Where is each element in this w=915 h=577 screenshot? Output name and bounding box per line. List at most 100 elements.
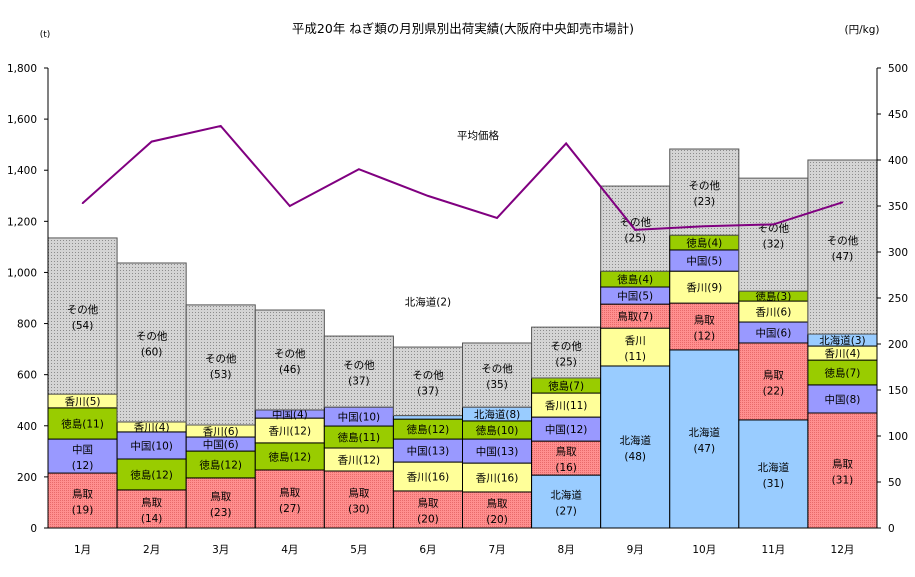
bar-segment-中国 bbox=[807, 384, 878, 414]
axes-layer: 0 200 400 600 800 1,000 1,200 1,400 1,600 1,800 0 5… bbox=[7, 63, 908, 556]
segment-label: 香川(16) bbox=[476, 473, 519, 485]
bar-segment-鳥取 bbox=[600, 303, 671, 329]
bar-stack-1: 鳥取 (19) 中国 (12) 徳島(11) 香川(5) その他 (54) bbox=[47, 237, 118, 529]
segment-pct-label: (23) bbox=[694, 196, 716, 208]
segment-label: 中国(6) bbox=[203, 438, 239, 451]
price-point bbox=[81, 202, 84, 205]
y-tick-label: 0 bbox=[30, 523, 37, 535]
segment-pct-label: (30) bbox=[348, 504, 370, 516]
y-tick-label: 1,200 bbox=[7, 216, 37, 228]
bar-segment-その他 bbox=[807, 159, 878, 335]
y2-tick-label: 100 bbox=[888, 431, 908, 443]
segment-pct-label: (12) bbox=[694, 330, 716, 342]
x-tick-label: 1月 bbox=[74, 544, 91, 556]
segment-label: 中国(13) bbox=[476, 445, 519, 458]
x-tick-label: 3月 bbox=[212, 544, 229, 556]
y-tick-label: 800 bbox=[17, 319, 37, 331]
segment-label: 中国(13) bbox=[407, 445, 450, 458]
y2-tick-label: 300 bbox=[888, 247, 908, 259]
bars-layer: 鳥取(19)中国(12)徳島(11)香川(5)その他(54)鳥取(14)徳島(1… bbox=[47, 148, 878, 529]
y-tick-label: 400 bbox=[17, 421, 37, 433]
segment-label: 鳥取 bbox=[694, 313, 715, 326]
segment-pct-label: (31) bbox=[763, 478, 785, 490]
segment-label: 北海道 bbox=[619, 434, 651, 447]
bar-stack-11: 北海道(31)鳥取(22)中国(6)香川(6)徳島(3)その他(32) bbox=[738, 177, 809, 529]
segment-pct-label: (25) bbox=[624, 233, 646, 245]
segment-pct-label: (31) bbox=[832, 475, 854, 487]
bar-stack-12: 鳥取 (31) 中国(8) 徳島(7) 香川(4)北海道(3) その他 (47) bbox=[807, 159, 878, 529]
segment-pct-label: (53) bbox=[210, 369, 232, 381]
segment-label: 鳥取(7) bbox=[617, 310, 653, 323]
segment-label: その他 bbox=[412, 368, 444, 381]
segment-label: 中国(6) bbox=[755, 327, 791, 340]
segment-label: 中国 bbox=[72, 443, 93, 456]
bar-segment-中国 bbox=[531, 416, 602, 442]
price-line-layer bbox=[81, 124, 844, 231]
y2-tick-label: 400 bbox=[888, 155, 908, 167]
segment-pct-label: (48) bbox=[624, 451, 646, 463]
segment-label: 鳥取 bbox=[763, 368, 784, 381]
y2-tick-label: 200 bbox=[888, 339, 908, 351]
segment-label: 徳島(4) bbox=[617, 273, 653, 286]
price-point bbox=[565, 142, 567, 145]
segment-label: 中国(5) bbox=[686, 255, 722, 268]
segment-label: 徳島(3) bbox=[755, 290, 791, 303]
segment-label: その他 bbox=[550, 340, 582, 353]
x-tick-label: 4月 bbox=[281, 544, 298, 556]
price-point bbox=[219, 125, 222, 127]
segment-label: 鳥取 bbox=[210, 490, 231, 503]
bar-segment-その他 bbox=[323, 335, 394, 408]
segment-pct-label: (16) bbox=[555, 462, 577, 474]
segment-label: 香川(11) bbox=[545, 400, 588, 412]
y2-tick-label: 350 bbox=[888, 201, 908, 213]
bar-segment-鳥取 bbox=[47, 472, 118, 529]
bar-segment-その他 bbox=[254, 309, 325, 411]
segment-label: その他 bbox=[689, 179, 721, 192]
price-point bbox=[427, 195, 429, 197]
segment-label: 中国(10) bbox=[338, 411, 381, 424]
segment-label: 北海道 bbox=[550, 489, 582, 502]
segment-label: 香川(9) bbox=[686, 282, 722, 294]
y2-axis-label: (円/kg) bbox=[845, 24, 880, 36]
segment-label: その他 bbox=[827, 234, 859, 247]
x-tick-label: 11月 bbox=[761, 544, 785, 556]
x-tick-label: 9月 bbox=[627, 544, 644, 556]
segment-label: 徳島(10) bbox=[476, 424, 519, 437]
bar-segment-鳥取 bbox=[738, 342, 809, 421]
segment-label: 北海道(2) bbox=[405, 296, 451, 309]
bar-segment-香川 bbox=[669, 270, 740, 304]
x-tick-label: 8月 bbox=[558, 544, 575, 556]
segment-pct-label: (23) bbox=[210, 507, 232, 519]
segment-label: 中国(8) bbox=[825, 393, 861, 406]
segment-pct-label: (27) bbox=[555, 506, 577, 518]
segment-pct-label: (37) bbox=[348, 376, 370, 388]
bar-segment-その他 bbox=[116, 262, 187, 423]
segment-label: その他 bbox=[136, 329, 168, 342]
bar-segment-その他 bbox=[738, 177, 809, 292]
price-line bbox=[81, 124, 843, 231]
segment-pct-label: (20) bbox=[486, 514, 508, 526]
segment-pct-label: (32) bbox=[763, 239, 785, 251]
segment-label: 北海道(8) bbox=[474, 408, 520, 421]
x-tick-label: 6月 bbox=[419, 544, 436, 556]
segment-pct-label: (11) bbox=[624, 351, 646, 363]
segment-pct-label: (22) bbox=[763, 385, 785, 397]
price-point bbox=[772, 223, 775, 226]
bar-stack-6: 鳥取 (20) 香川(16) 中国(13) 徳島(12) 北海道(2) その他 (37) bbox=[392, 296, 463, 529]
segment-pct-label: (60) bbox=[141, 346, 163, 358]
segment-pct-label: (46) bbox=[279, 364, 301, 376]
x-tick-label: 7月 bbox=[488, 544, 505, 556]
bar-segment-その他 bbox=[47, 237, 118, 395]
bar-stack-9: 北海道(48)香川(11)鳥取(7)中国(5)徳島(4)その他(25) bbox=[600, 185, 671, 529]
segment-label: 香川(5) bbox=[65, 396, 101, 408]
x-tick-label: 2月 bbox=[143, 544, 160, 556]
bar-segment-北海道 bbox=[600, 365, 671, 529]
bar-segment-その他 bbox=[392, 346, 463, 417]
price-point bbox=[358, 168, 360, 170]
segment-label: 徳島(4) bbox=[686, 237, 722, 250]
segment-label: 香川(12) bbox=[338, 455, 381, 467]
bar-segment-鳥取 bbox=[807, 412, 878, 529]
segment-label: 北海道(3) bbox=[819, 334, 865, 347]
segment-label: 中国(4) bbox=[272, 408, 308, 421]
